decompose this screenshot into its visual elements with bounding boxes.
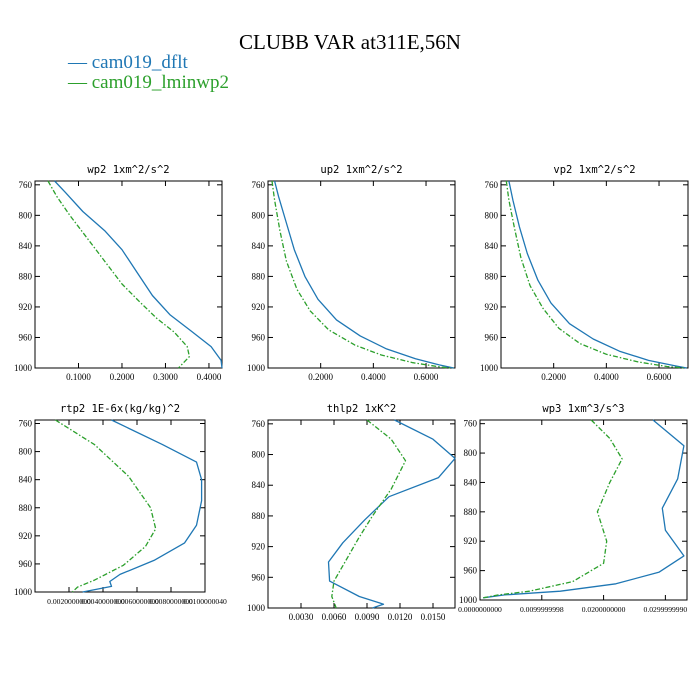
y-tick-label: 760 (19, 180, 33, 190)
y-tick-label: 880 (19, 271, 33, 281)
x-tick-label: 0.3000 (153, 372, 178, 382)
y-tick-label: 880 (464, 507, 478, 517)
plot-frame (500, 180, 689, 369)
x-tick-label: 0.6000 (647, 372, 672, 382)
x-tick-label: 0.2000 (308, 372, 333, 382)
series-line-cam019_dflt (54, 180, 223, 369)
y-tick-label: 920 (19, 531, 33, 541)
y-tick-label: 760 (485, 180, 499, 190)
y-tick-label: 960 (19, 332, 33, 342)
y-tick-label: 1000 (459, 595, 478, 605)
y-tick-label: 800 (252, 450, 266, 460)
y-tick-label: 840 (19, 475, 33, 485)
y-tick-label: 800 (464, 448, 478, 458)
x-tick-label: 0.4000 (361, 372, 386, 382)
y-tick-label: 1000 (247, 603, 266, 613)
x-tick-label: 0.0200000000 (582, 605, 626, 614)
y-tick-label: 840 (464, 477, 478, 487)
y-tick-label: 880 (485, 271, 499, 281)
panel-title: thlp2 1xK^2 (327, 403, 397, 415)
series-line-cam019_lminwp2 (482, 419, 623, 599)
y-tick-label: 840 (19, 241, 33, 251)
x-tick-label: 0.0099999998 (520, 605, 564, 614)
plot-frame (34, 419, 206, 593)
y-tick-label: 800 (252, 210, 266, 220)
y-tick-label: 1000 (14, 587, 33, 597)
x-tick-label: 0.0299999990 (644, 605, 688, 614)
y-tick-label: 960 (464, 566, 478, 576)
y-tick-label: 960 (485, 332, 499, 342)
series-line-cam019_lminwp2 (47, 180, 191, 369)
y-tick-label: 960 (252, 332, 266, 342)
y-tick-label: 920 (19, 302, 33, 312)
series-line-cam019_lminwp2 (331, 419, 407, 609)
y-tick-label: 800 (485, 210, 499, 220)
y-tick-label: 880 (19, 503, 33, 513)
y-tick-label: 880 (252, 271, 266, 281)
figure-title: CLUBB VAR at311E,56N (239, 30, 461, 54)
y-tick-label: 760 (464, 419, 478, 429)
x-tick-label: 0.0040000000 (81, 597, 125, 606)
panel-title: rtp2 1E-6x(kg/kg)^2 (60, 403, 180, 415)
y-tick-label: 1000 (480, 363, 499, 373)
y-tick-label: 840 (252, 480, 266, 490)
x-tick-label: 0.2000 (110, 372, 135, 382)
x-tick-label: 0.0120 (388, 612, 413, 622)
series-line-cam019_dflt (483, 419, 685, 599)
legend-line-marker: — (68, 72, 92, 93)
y-tick-label: 1000 (14, 363, 33, 373)
plot-frame (479, 419, 688, 601)
x-tick-label: 0.1000 (66, 372, 91, 382)
series-line-cam019_dflt (327, 419, 456, 609)
series-line-cam019_lminwp2 (55, 419, 157, 593)
series-line-cam019_dflt (508, 180, 687, 369)
x-tick-label: 0.0020000000 (47, 597, 91, 606)
y-tick-label: 760 (19, 419, 33, 429)
y-tick-label: 800 (19, 210, 33, 220)
y-tick-label: 920 (485, 302, 499, 312)
y-tick-label: 960 (19, 559, 33, 569)
y-tick-label: 840 (485, 241, 499, 251)
x-tick-label: 0.0100000040 (183, 597, 227, 606)
panel-title: up2 1xm^2/s^2 (320, 164, 402, 176)
x-tick-label: 0.4000 (594, 372, 619, 382)
x-tick-label: 0.4000 (197, 372, 222, 382)
legend-label: cam019_dflt (91, 52, 188, 73)
x-tick-label: 0.6000 (414, 372, 439, 382)
legend-label: cam019_lminwp2 (91, 72, 229, 93)
x-tick-label: 0.0060000000 (115, 597, 159, 606)
series-line-cam019_dflt (273, 180, 454, 369)
legend-entry-lminwp2: — cam019_lminwp2 (68, 72, 229, 94)
y-tick-label: 760 (252, 419, 266, 429)
plot-frame (267, 419, 456, 609)
x-tick-label: 0.2000 (541, 372, 566, 382)
x-tick-label: 0.0060 (322, 612, 347, 622)
x-tick-label: 0.0030 (289, 612, 314, 622)
y-tick-label: 760 (252, 180, 266, 190)
y-tick-label: 920 (464, 536, 478, 546)
panel-title: wp2 1xm^2/s^2 (87, 164, 169, 176)
series-line-cam019_lminwp2 (271, 180, 453, 369)
x-tick-label: 0.0000000000 (458, 605, 502, 614)
y-tick-label: 1000 (247, 363, 266, 373)
plot-frame (267, 180, 456, 369)
y-tick-label: 960 (252, 572, 266, 582)
y-tick-label: 880 (252, 511, 266, 521)
series-line-cam019_dflt (82, 419, 203, 593)
x-tick-label: 0.0080000000 (149, 597, 193, 606)
panel-title: wp3 1xm^3/s^3 (542, 403, 624, 415)
y-tick-label: 920 (252, 542, 266, 552)
legend-line-marker: — (68, 52, 92, 73)
panel-title: vp2 1xm^2/s^2 (553, 164, 635, 176)
y-tick-label: 920 (252, 302, 266, 312)
y-tick-label: 840 (252, 241, 266, 251)
plot-frame (34, 180, 223, 369)
y-tick-label: 800 (19, 447, 33, 457)
x-tick-label: 0.0090 (355, 612, 380, 622)
legend-entry-dflt: — cam019_dflt (68, 52, 188, 74)
x-tick-label: 0.0150 (421, 612, 446, 622)
